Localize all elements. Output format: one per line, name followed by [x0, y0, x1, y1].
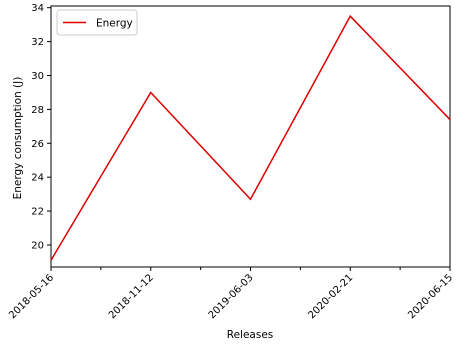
series-layer [50, 14, 451, 261]
x-tick-label: 2018-11-12 [107, 272, 156, 321]
y-tick-label: 34 [31, 3, 44, 14]
y-tick-label: 24 [31, 173, 44, 184]
y-tick-label: 22 [31, 207, 44, 218]
x-axis: 2018-05-16 2018-11-12 2019-06-03 2020-02-21… [7, 267, 455, 321]
legend-box [56, 9, 138, 36]
x-tick-label: 2020-06-15 [406, 272, 455, 321]
y-axis-title: Energy consumption (J) [12, 77, 24, 200]
legend-label-energy: Energy [96, 18, 133, 30]
y-tick-label: 20 [31, 240, 44, 251]
y-tick-label: 30 [31, 71, 44, 82]
plot-frame [50, 5, 451, 268]
plot-area [50, 5, 451, 268]
x-tick-label: 2020-02-21 [306, 272, 355, 321]
x-tick-label: 2019-06-03 [207, 272, 256, 321]
y-tick-label: 26 [31, 139, 44, 150]
y-tick-label: 28 [31, 105, 44, 116]
x-tick-label: 2018-05-16 [7, 272, 56, 321]
y-tick-label: 32 [31, 37, 44, 48]
x-axis-title: Releases [227, 329, 274, 341]
series-line-energy [50, 14, 451, 261]
y-axis: 20 22 24 26 28 30 32 34 [31, 3, 51, 251]
legend: Energy [56, 9, 138, 36]
